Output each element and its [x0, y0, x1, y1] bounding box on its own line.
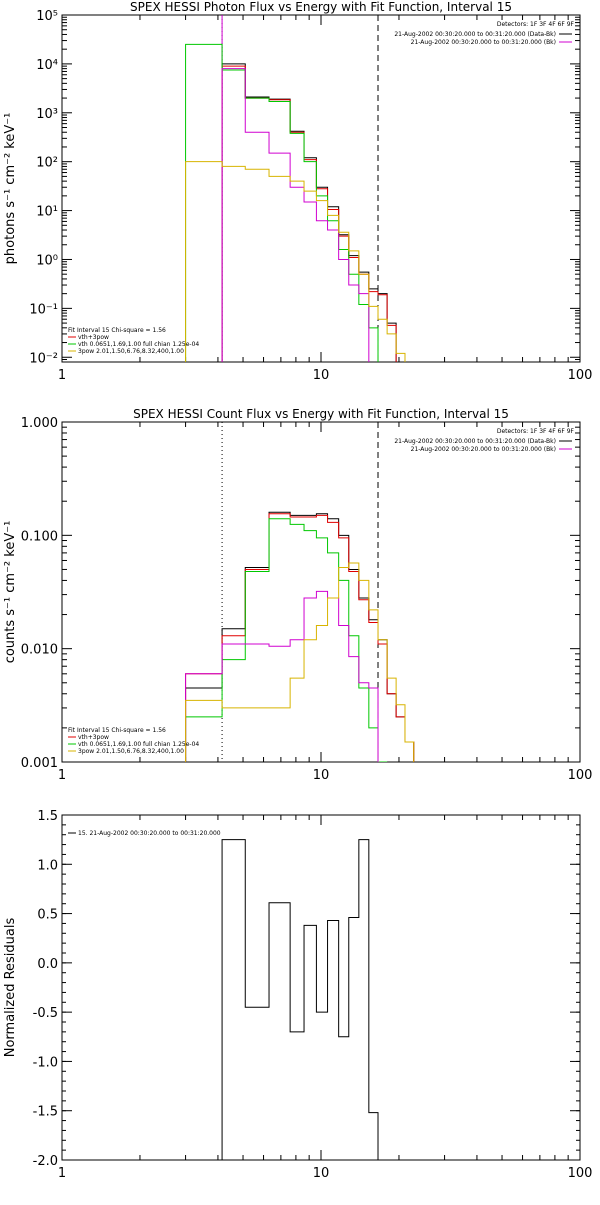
series-thermal: [185, 518, 388, 762]
series-bkg: [221, 68, 370, 362]
chart-title: SPEX HESSI Photon Flux vs Energy with Fi…: [130, 0, 512, 14]
series-data: [185, 511, 415, 762]
y-axis-label: counts s⁻¹ cm⁻² keV⁻¹: [3, 521, 18, 664]
legend-fit-header: Fit Interval 15 Chi-square = 1.56: [68, 727, 166, 734]
series-bkg: [185, 590, 379, 762]
y-tick-label: 10⁻¹: [29, 302, 58, 317]
y-tick-label: -1.0: [33, 1055, 58, 1070]
legend-detectors: Detectors: 1F 3F 4F 6F 9F: [497, 21, 575, 28]
legend-right-label: 21-Aug-2002 00:30:20.000 to 00:31:20.000…: [411, 446, 556, 453]
y-axis-label: Normalized Residuals: [3, 918, 18, 1058]
legend-left-label: 3pow 2.01,1.50,6.76,8.32,400,1.00: [78, 748, 184, 755]
x-tick-label: 10: [313, 768, 330, 783]
legend-detectors: Detectors: 1F 3F 4F 6F 9F: [497, 428, 575, 435]
panel-2: SPEX HESSI Count Flux vs Energy with Fit…: [3, 407, 592, 783]
panel-3: Normalized Residuals 1 10 100 -2.0 -1.5 -1.0 -0…: [3, 809, 592, 1181]
y-tick-label: -1.5: [33, 1105, 58, 1120]
series-residuals: [221, 839, 379, 1160]
y-tick-label: 0.001: [21, 756, 58, 771]
y-tick-label: 1.0: [37, 858, 58, 873]
series-total: [221, 65, 397, 362]
series-powerlaw: [185, 562, 415, 762]
legend-fit-header: Fit Interval 15 Chi-square = 1.56: [68, 327, 166, 334]
legend-right-label: 21-Aug-2002 00:30:20.000 to 00:31:20.000…: [411, 39, 556, 46]
x-tick-label: 1: [58, 368, 66, 383]
legend-left-label: 3pow 2.01,1.50,6.76,8.32,400,1.00: [78, 348, 184, 355]
y-tick-label: 10⁰: [36, 253, 58, 268]
series-thermal: [185, 43, 379, 362]
x-tick-label: 100: [568, 1166, 593, 1181]
legend-right-label: 21-Aug-2002 00:30:20.000 to 00:31:20.000…: [394, 31, 556, 38]
panel-1: SPEX HESSI Photon Flux vs Energy with Fi…: [3, 0, 592, 383]
y-tick-label: 1.5: [37, 809, 58, 824]
y-tick-label: 0.010: [21, 643, 58, 658]
y-tick-label: 10⁴: [36, 58, 58, 73]
chart-title: SPEX HESSI Count Flux vs Energy with Fit…: [133, 407, 509, 421]
legend-left-label: vth 0.0651,1.69,1.00 full chian 1.25e-04: [78, 341, 199, 348]
y-axis-label: photons s⁻¹ cm⁻² keV⁻¹: [3, 113, 18, 265]
x-tick-label: 10: [313, 368, 330, 383]
x-tick-label: 1: [58, 768, 66, 783]
legend-right-label: 21-Aug-2002 00:30:20.000 to 00:31:20.000…: [394, 438, 556, 445]
y-tick-label: 10¹: [36, 205, 58, 220]
series-total: [185, 513, 415, 762]
y-tick-label: 1.000: [21, 416, 58, 431]
y-tick-label: 10⁻²: [29, 351, 58, 366]
x-tick-label: 100: [568, 368, 593, 383]
y-tick-label: 10³: [36, 107, 58, 122]
x-tick-label: 1: [58, 1166, 66, 1181]
y-tick-label: -2.0: [33, 1154, 58, 1169]
plot-frame: [61, 814, 581, 1161]
y-tick-label: 0.5: [37, 908, 58, 923]
legend-left-label: vth+3pow: [78, 334, 109, 341]
series-powerlaw: [185, 161, 406, 362]
legend-left-label: vth 0.0651,1.69,1.00 full chian 1.25e-04: [78, 741, 199, 748]
legend-left-label: vth+3pow: [78, 734, 109, 741]
legend-left-label: 15. 21-Aug-2002 00:30:20.000 to 00:31:20…: [78, 830, 221, 837]
y-tick-label: 10²: [36, 156, 58, 171]
y-tick-label: 10⁵: [36, 9, 58, 24]
y-tick-label: -0.5: [33, 1006, 58, 1021]
y-tick-label: 0.100: [21, 529, 58, 544]
series-data: [221, 63, 397, 362]
x-tick-label: 100: [568, 768, 593, 783]
plot-frame: [61, 421, 581, 763]
x-tick-label: 10: [313, 1166, 330, 1181]
y-tick-label: 0.0: [37, 957, 58, 972]
